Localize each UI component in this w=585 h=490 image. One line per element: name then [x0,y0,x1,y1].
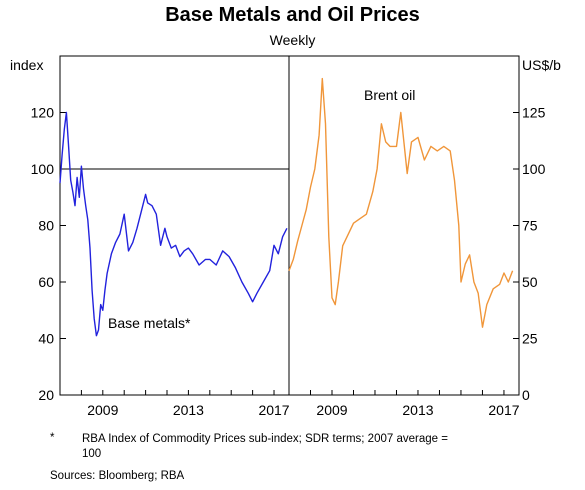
chart-subtitle: Weekly [269,32,316,48]
series-lines [59,77,514,337]
right-y-tick-label: 50 [522,274,538,290]
left-y-tick-label: 60 [38,274,54,290]
left-y-tick-label: 40 [38,331,54,347]
right-y-tick-label: 0 [522,387,530,403]
chart-canvas: index US$/b Base metals* Brent oil 20 40 6… [10,55,561,419]
right-axis-label: US$/b [522,57,561,73]
right-y-tick-label: 100 [522,161,546,177]
left-y-tick-label: 20 [38,387,54,403]
base-metals-label: Base metals* [108,315,191,331]
left-y-tick-label: 100 [31,161,55,177]
sources-note: Sources: Bloomberg; RBA [50,470,185,482]
left-y-tick-label: 80 [38,218,54,234]
left-x-tick-label: 2009 [87,402,118,418]
brent-oil-series-line [288,77,514,328]
right-x-tick-label: 2013 [402,402,433,418]
axis-ticks: 20 40 60 80 100 120 0 25 50 75 100 125 2009 2013 2017 2… [31,105,546,419]
left-y-tick-label: 120 [31,105,55,121]
right-y-tick-label: 25 [522,331,538,347]
footnote-text: RBA Index of Commodity Prices sub-index;… [82,433,448,460]
right-y-tick-label: 125 [522,105,546,121]
brent-oil-label: Brent oil [364,87,415,103]
base-metals-series-line [59,111,288,337]
right-x-tick-label: 2009 [316,402,347,418]
left-x-tick-label: 2017 [258,402,289,418]
right-y-tick-label: 75 [522,218,538,234]
chart-title: Base Metals and Oil Prices [165,4,420,26]
left-x-tick-label: 2013 [173,402,204,418]
left-axis-label: index [10,57,43,73]
right-x-tick-label: 2017 [488,402,519,418]
footnote-marker: * [50,432,55,444]
